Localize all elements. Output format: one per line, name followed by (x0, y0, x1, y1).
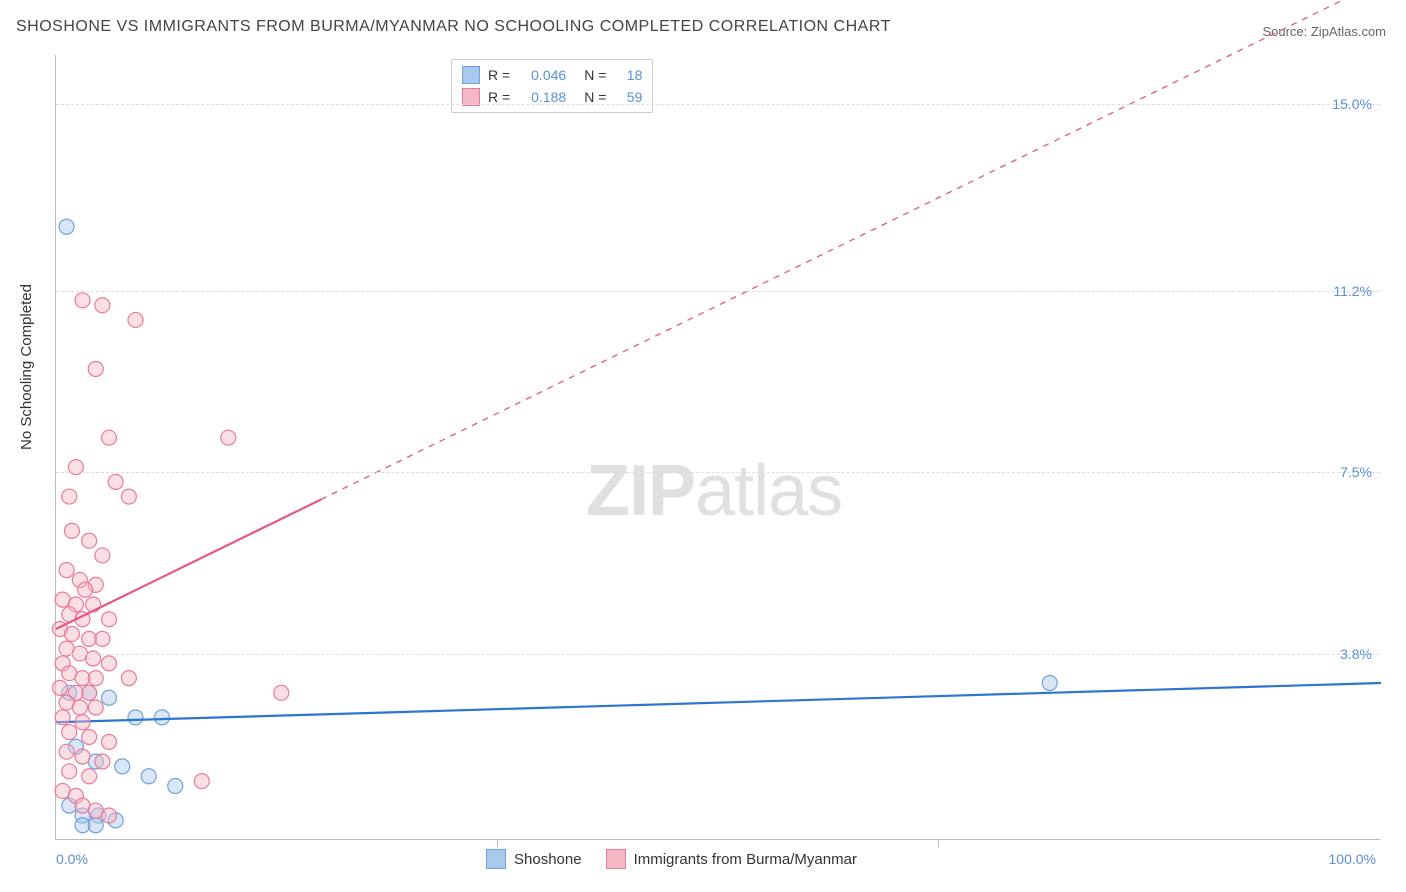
data-point (95, 548, 110, 563)
regression-line-dashed (321, 0, 1381, 500)
data-point (82, 729, 97, 744)
y-tick-label: 3.8% (1340, 646, 1372, 662)
data-point (64, 523, 79, 538)
x-tick-label: 0.0% (56, 851, 88, 867)
x-tick (497, 839, 498, 847)
legend-swatch (486, 849, 506, 869)
data-point (88, 700, 103, 715)
data-point (88, 671, 103, 686)
x-tick (938, 839, 939, 847)
data-point (141, 769, 156, 784)
legend-swatch (606, 849, 626, 869)
data-point (115, 759, 130, 774)
legend-label: Shoshone (514, 851, 582, 868)
data-point (62, 764, 77, 779)
gridline (56, 104, 1380, 105)
series-legend: Shoshone Immigrants from Burma/Myanmar (486, 849, 857, 869)
data-point (55, 710, 70, 725)
data-point (121, 489, 136, 504)
data-point (128, 710, 143, 725)
data-point (88, 818, 103, 833)
data-point (128, 312, 143, 327)
data-point (59, 219, 74, 234)
x-tick-label: 100.0% (1329, 851, 1376, 867)
data-point (108, 474, 123, 489)
data-point (1042, 676, 1057, 691)
y-tick-label: 7.5% (1340, 464, 1372, 480)
data-point (64, 626, 79, 641)
chart-svg (56, 55, 1380, 839)
data-point (155, 710, 170, 725)
gridline (56, 472, 1380, 473)
data-point (75, 293, 90, 308)
data-point (62, 725, 77, 740)
data-point (168, 779, 183, 794)
data-point (88, 362, 103, 377)
data-point (102, 808, 117, 823)
data-point (52, 680, 67, 695)
regression-line-solid (56, 500, 321, 630)
y-axis-label: No Schooling Completed (18, 284, 35, 450)
data-point (82, 685, 97, 700)
gridline (56, 291, 1380, 292)
source-attribution: Source: ZipAtlas.com (1262, 24, 1386, 39)
data-point (59, 744, 74, 759)
data-point (78, 582, 93, 597)
data-point (75, 715, 90, 730)
legend-item: Immigrants from Burma/Myanmar (606, 849, 857, 869)
data-point (62, 489, 77, 504)
gridline (56, 654, 1380, 655)
y-tick-label: 15.0% (1332, 96, 1372, 112)
data-point (95, 298, 110, 313)
data-point (72, 700, 87, 715)
data-point (274, 685, 289, 700)
data-point (59, 563, 74, 578)
data-point (102, 690, 117, 705)
chart-title: SHOSHONE VS IMMIGRANTS FROM BURMA/MYANMA… (16, 18, 891, 36)
data-point (102, 656, 117, 671)
data-point (82, 533, 97, 548)
data-point (75, 749, 90, 764)
data-point (95, 631, 110, 646)
data-point (102, 430, 117, 445)
plot-area: ZIPatlas R =0.046N =18R =0.188N =59 Shos… (55, 55, 1380, 840)
data-point (102, 734, 117, 749)
data-point (194, 774, 209, 789)
legend-label: Immigrants from Burma/Myanmar (634, 851, 857, 868)
regression-line (56, 683, 1381, 722)
legend-item: Shoshone (486, 849, 582, 869)
data-point (221, 430, 236, 445)
data-point (95, 754, 110, 769)
data-point (82, 769, 97, 784)
data-point (102, 612, 117, 627)
y-tick-label: 11.2% (1333, 283, 1372, 299)
data-point (121, 671, 136, 686)
